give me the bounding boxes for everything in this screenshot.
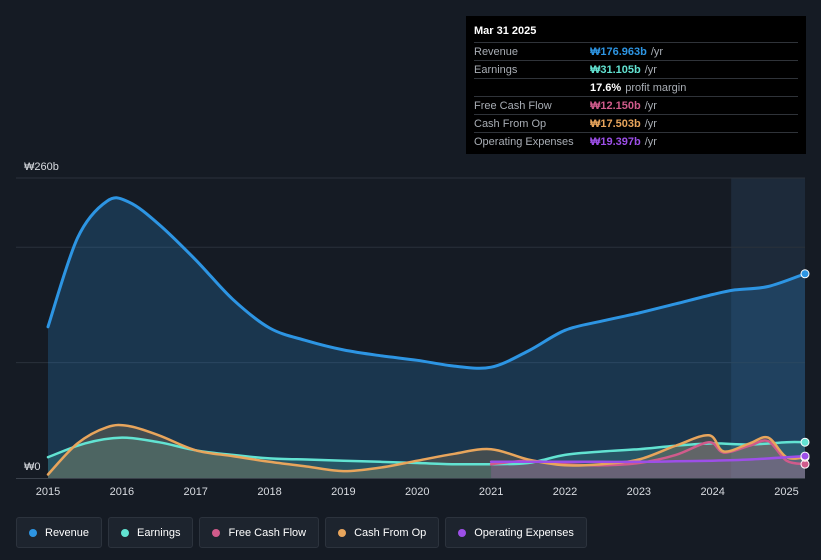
tooltip-row-cash-from-op: Cash From Op ₩17.503b/yr bbox=[474, 114, 798, 132]
tooltip-value: ₩176.963b bbox=[590, 45, 647, 58]
legend: Revenue Earnings Free Cash Flow Cash From O… bbox=[16, 517, 587, 548]
tooltip-unit: /yr bbox=[644, 63, 657, 76]
x-tick-label: 2024 bbox=[700, 486, 724, 498]
tooltip-row-profit-margin: 17.6% profit margin bbox=[474, 78, 798, 96]
cash-from-op-line bbox=[46, 423, 807, 476]
tooltip-unit: /yr bbox=[644, 135, 657, 148]
tooltip-row-free-cash-flow: Free Cash Flow ₩12.150b/yr bbox=[474, 96, 798, 114]
legend-label: Operating Expenses bbox=[474, 526, 574, 539]
operating-expenses-end-point bbox=[800, 451, 810, 461]
earnings-end-point bbox=[800, 437, 810, 447]
series-lines bbox=[46, 196, 807, 476]
x-tick-label: 2022 bbox=[553, 486, 577, 498]
tooltip-value: ₩31.105b bbox=[590, 63, 641, 76]
tooltip-date: Mar 31 2025 bbox=[474, 25, 537, 37]
tooltip-label: Free Cash Flow bbox=[474, 99, 552, 112]
earnings-line bbox=[46, 436, 807, 466]
legend-dot-icon bbox=[338, 528, 347, 537]
x-axis-ticks: 2015 2016 2017 2018 2019 2020 2021 2022 2023 2024… bbox=[36, 486, 799, 498]
data-tooltip: Mar 31 2025 Revenue ₩176.963b/yr Earnings ₩… bbox=[466, 16, 806, 154]
legend-item-earnings[interactable]: Earnings bbox=[108, 517, 194, 548]
y-axis-label-top: ₩260b bbox=[24, 161, 59, 173]
tooltip-label: Revenue bbox=[474, 45, 519, 58]
x-tick-label: 2018 bbox=[257, 486, 281, 498]
legend-label: Revenue bbox=[45, 526, 90, 539]
forecast-shade bbox=[731, 178, 805, 478]
legend-item-operating-expenses[interactable]: Operating Expenses bbox=[445, 517, 587, 548]
x-tick-label: 2016 bbox=[110, 486, 134, 498]
legend-item-revenue[interactable]: Revenue bbox=[16, 517, 103, 548]
revenue-line bbox=[46, 196, 807, 370]
earnings-area bbox=[48, 437, 805, 478]
tooltip-row-revenue: Revenue ₩176.963b/yr bbox=[474, 42, 798, 60]
tooltip-value: ₩17.503b bbox=[590, 117, 641, 130]
legend-label: Earnings bbox=[137, 526, 181, 539]
grid-lines bbox=[16, 177, 805, 364]
tooltip-value: 17.6% bbox=[590, 81, 622, 94]
legend-dot-icon bbox=[29, 528, 37, 537]
tooltip-unit: /yr bbox=[644, 99, 657, 112]
tooltip-unit: /yr bbox=[644, 117, 657, 130]
tooltip-value: ₩12.150b bbox=[590, 99, 641, 112]
tooltip-unit: profit margin bbox=[625, 81, 687, 94]
legend-dot-icon bbox=[212, 528, 221, 537]
tooltip-label: Earnings bbox=[474, 63, 518, 76]
series-end-markers bbox=[800, 269, 810, 469]
x-tick-label: 2019 bbox=[331, 486, 355, 498]
legend-item-free-cash-flow[interactable]: Free Cash Flow bbox=[199, 517, 320, 548]
operating-expenses-line bbox=[489, 454, 807, 464]
tooltip-label: Cash From Op bbox=[474, 117, 547, 130]
free-cash-flow-area bbox=[491, 440, 805, 478]
legend-item-cash-from-op[interactable]: Cash From Op bbox=[325, 517, 440, 548]
legend-dot-icon bbox=[458, 528, 467, 537]
legend-label: Cash From Op bbox=[354, 526, 427, 539]
x-tick-label: 2021 bbox=[479, 486, 503, 498]
revenue-end-point bbox=[800, 269, 810, 279]
legend-label: Free Cash Flow bbox=[228, 526, 307, 539]
x-tick-label: 2023 bbox=[627, 486, 651, 498]
y-axis-label-zero: ₩0 bbox=[24, 461, 41, 473]
tooltip-label: Operating Expenses bbox=[474, 135, 574, 148]
x-tick-label: 2015 bbox=[36, 486, 60, 498]
tooltip-row-earnings: Earnings ₩31.105b/yr bbox=[474, 60, 798, 78]
x-tick-label: 2020 bbox=[405, 486, 429, 498]
x-tick-label: 2017 bbox=[183, 486, 207, 498]
legend-dot-icon bbox=[121, 528, 130, 537]
revenue-area bbox=[48, 197, 805, 479]
tooltip-value: ₩19.397b bbox=[590, 135, 641, 148]
tooltip-row-operating-expenses: Operating Expenses ₩19.397b/yr bbox=[474, 132, 798, 150]
tooltip-unit: /yr bbox=[650, 45, 664, 58]
x-tick-label: 2025 bbox=[774, 486, 798, 498]
